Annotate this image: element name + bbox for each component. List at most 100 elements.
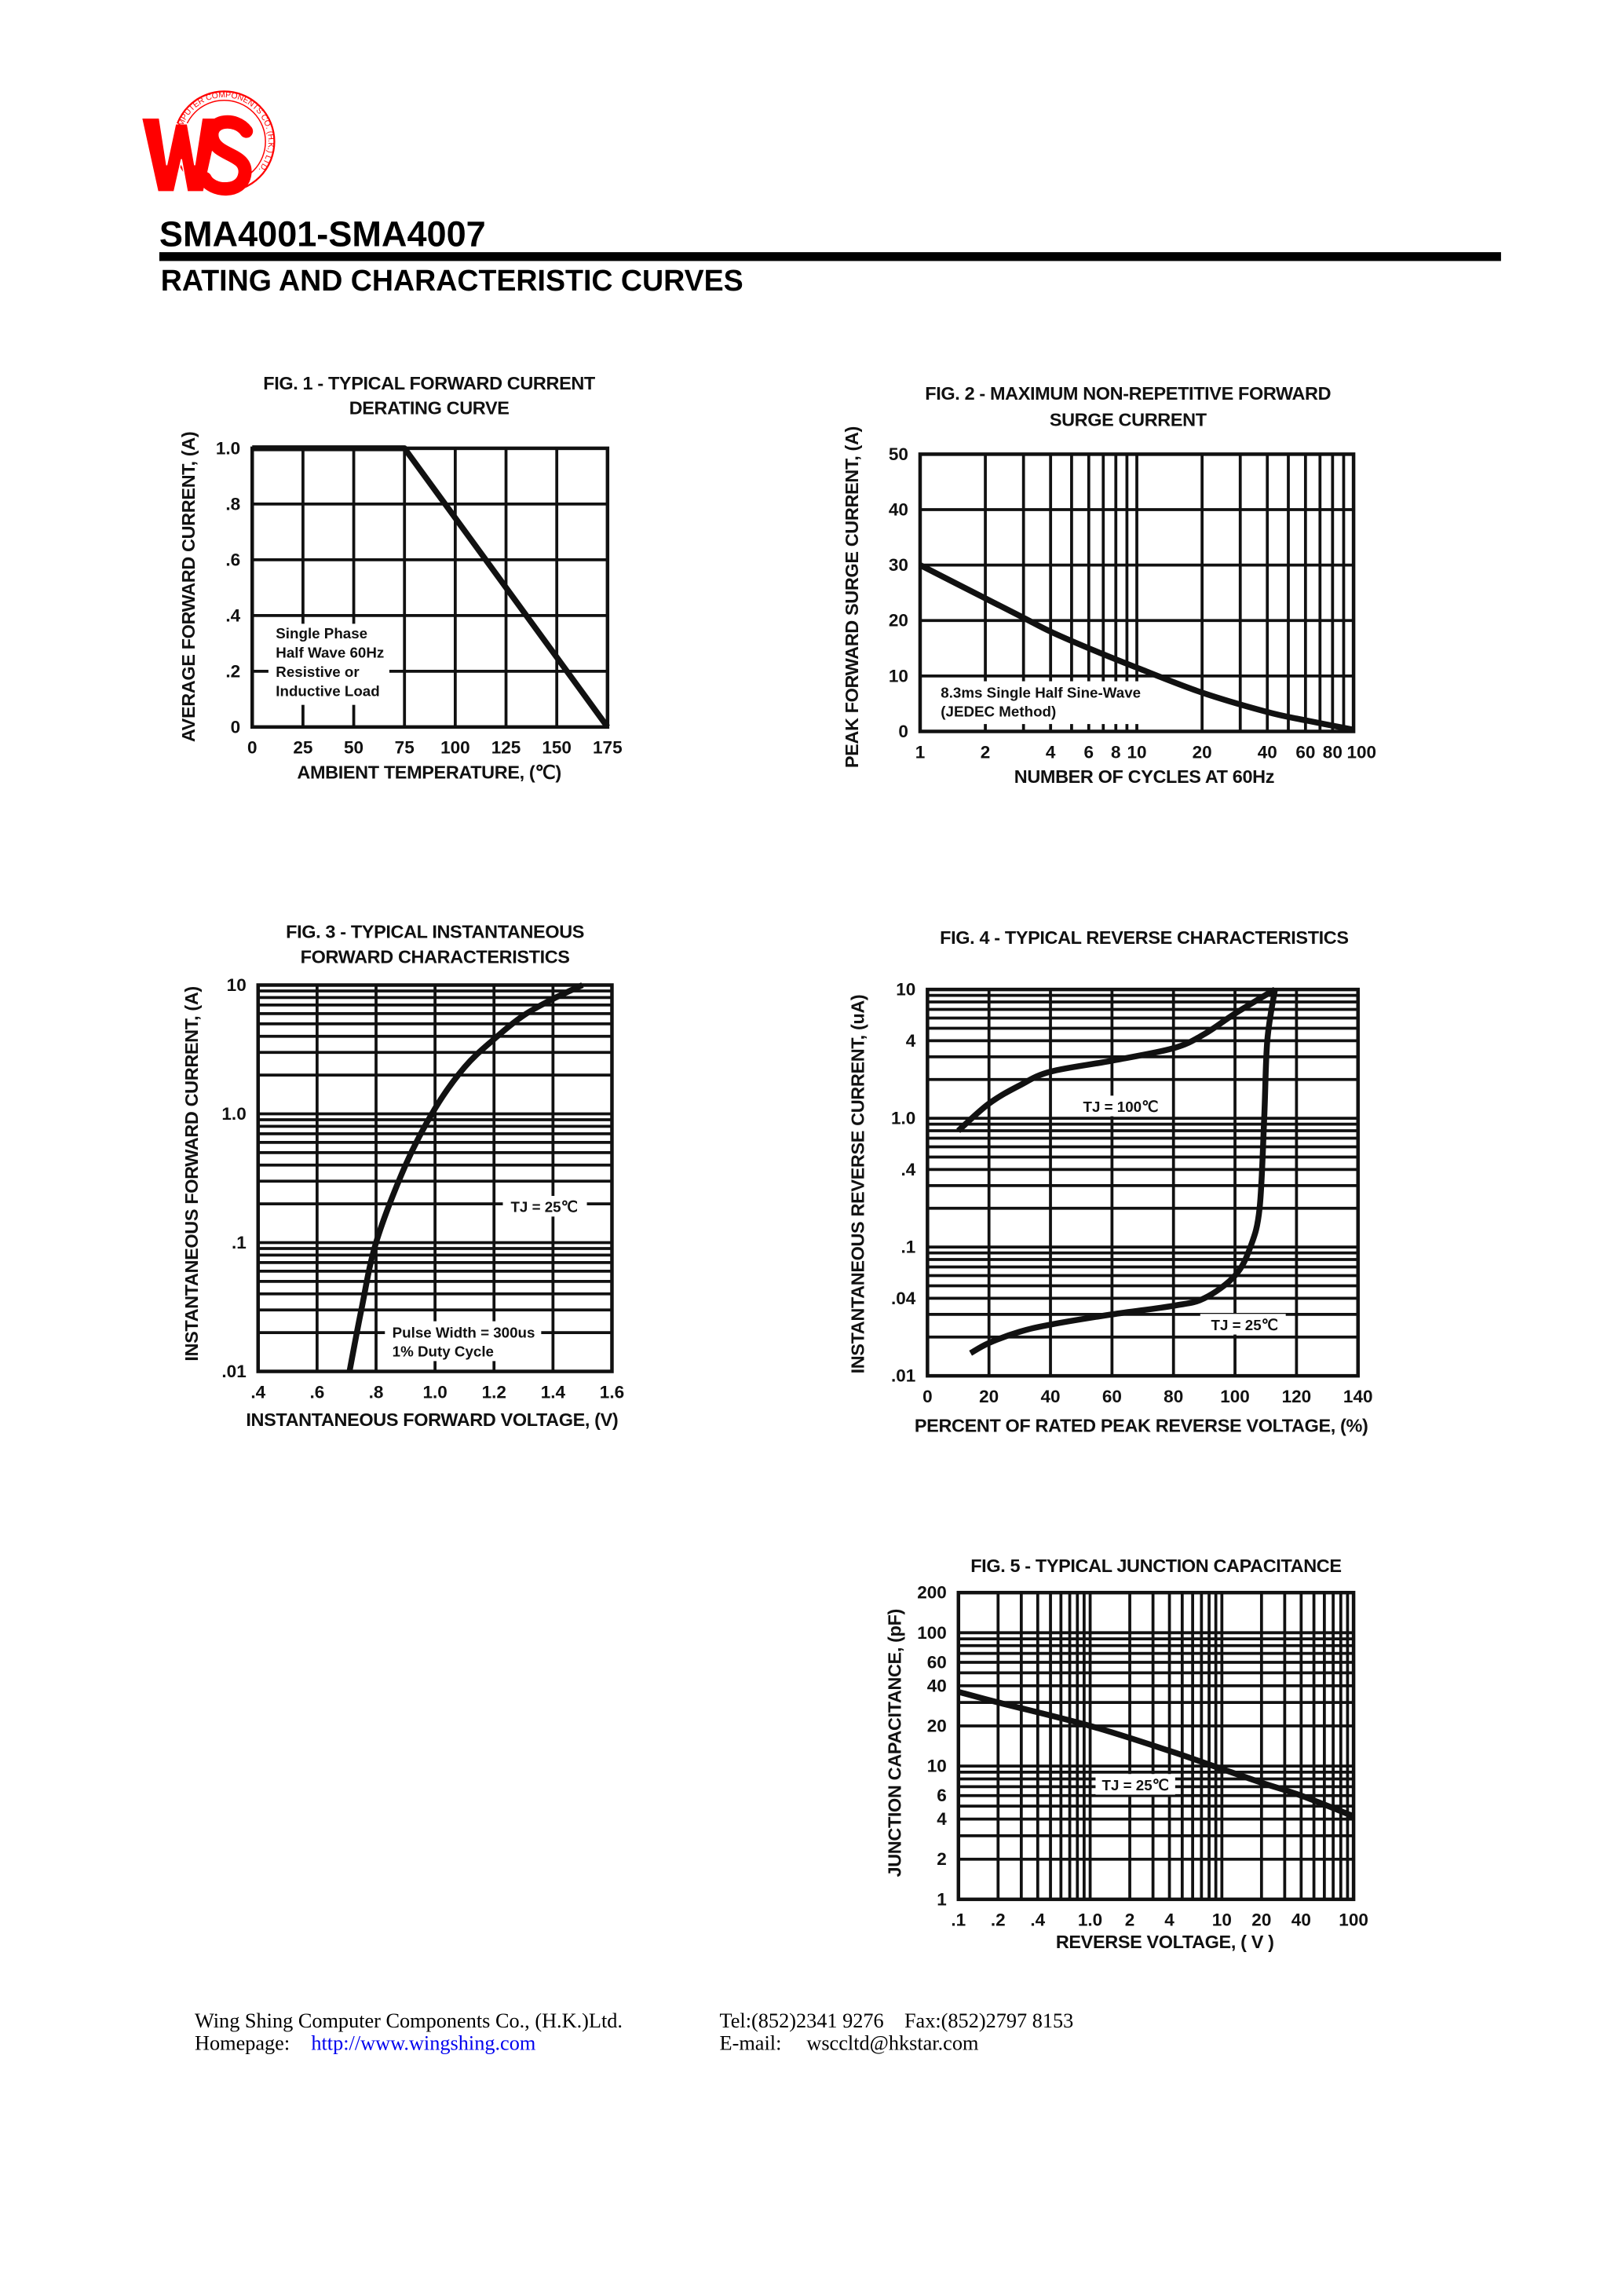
chart-annotation: 1% Duty Cycle <box>393 1344 494 1360</box>
y-tick-label: 1 <box>937 1889 947 1909</box>
plot-frame <box>256 983 614 1373</box>
chart-title: FIG. 1 - TYPICAL FORWARD CURRENT <box>263 373 596 393</box>
x-tick-label: .8 <box>369 1382 384 1402</box>
series-curve-1 <box>956 986 1277 1133</box>
annotation-background <box>1095 1774 1175 1795</box>
x-tick-label: 6 <box>1084 742 1094 762</box>
page-subtitle: RATING AND CHARACTERISTIC CURVES <box>161 264 743 297</box>
y-tick-label: 20 <box>889 611 908 631</box>
chart-fig-5: FIG. 5 - TYPICAL JUNCTION CAPACITANCE TJ … <box>885 1556 1368 1952</box>
x-tick-label: .4 <box>250 1382 265 1402</box>
x-tick-label: 4 <box>1164 1910 1174 1930</box>
x-tick-label: 8 <box>1111 742 1121 762</box>
series-curve-2 <box>969 989 1278 1356</box>
chart-annotation: TJ = 25℃ <box>510 1199 577 1216</box>
y-tick-label: 200 <box>917 1583 947 1603</box>
y-tick-label: .4 <box>901 1160 916 1179</box>
x-tick-label: 100 <box>1346 742 1376 762</box>
chart-title: DERATING CURVE <box>349 398 510 419</box>
annotation-background <box>385 1321 542 1362</box>
y-axis-label: AVERAGE FORWARD CURRENT, (A) <box>178 432 199 742</box>
x-tick-label: 60 <box>1102 1387 1122 1406</box>
chart-title: FORWARD CHARACTERISTICS <box>301 946 570 967</box>
y-tick-label: .6 <box>225 550 240 569</box>
x-tick-label: 80 <box>1164 1387 1183 1406</box>
email-address: wsccltd@hkstar.com <box>806 2031 979 2054</box>
x-tick-label: 150 <box>542 738 572 758</box>
chart-annotation: TJ = 25℃ <box>1102 1777 1169 1793</box>
annotation-background <box>933 681 1143 725</box>
chart-annotation: Single Phase <box>276 625 367 642</box>
chart-title: FIG. 4 - TYPICAL REVERSE CHARACTERISTICS <box>940 927 1348 948</box>
x-tick-label: .1 <box>951 1910 966 1930</box>
x-tick-label: 0 <box>247 738 258 758</box>
plot-frame <box>250 446 610 729</box>
y-tick-label: 10 <box>927 1757 947 1776</box>
chart-annotation: (JEDEC Method) <box>941 704 1056 720</box>
series-curve-1 <box>252 445 610 729</box>
y-tick-label: 10 <box>889 666 908 686</box>
company-logo: COMPUTER COMPONENTS CO. (H.K.) LTD. <box>141 90 276 196</box>
y-tick-label: .4 <box>225 605 240 625</box>
x-tick-label: 1.6 <box>600 1382 624 1402</box>
chart-annotation: TJ = 100℃ <box>1083 1099 1159 1115</box>
x-axis-label: REVERSE VOLTAGE, ( V ) <box>1056 1932 1274 1952</box>
y-tick-label: 40 <box>889 500 908 520</box>
header-rule <box>159 252 1501 261</box>
x-tick-label: 1.2 <box>482 1382 506 1402</box>
y-tick-label: 30 <box>889 555 908 575</box>
annotation-background <box>502 1196 587 1217</box>
homepage-link[interactable]: http://www.wingshing.com <box>311 2031 535 2054</box>
chart-annotation: Inductive Load <box>276 682 379 699</box>
x-tick-label: 100 <box>1220 1387 1250 1406</box>
y-tick-label: 1.0 <box>216 438 240 458</box>
chart-title: FIG. 2 - MAXIMUM NON-REPETITIVE FORWARD <box>925 383 1331 404</box>
x-tick-label: 50 <box>344 738 363 758</box>
x-axis-label: NUMBER OF CYCLES AT 60Hz <box>1014 766 1274 787</box>
y-tick-label: 10 <box>227 975 247 995</box>
plot-frame <box>956 1590 1356 1902</box>
y-tick-label: 100 <box>917 1623 947 1643</box>
annotation-background <box>1200 1314 1286 1335</box>
x-tick-label: 75 <box>395 738 415 758</box>
chart-annotation: Resistive or <box>276 664 360 680</box>
x-tick-label: .2 <box>991 1910 1006 1930</box>
x-tick-label: 125 <box>491 738 521 758</box>
y-tick-label: 0 <box>898 722 908 741</box>
y-tick-label: 0 <box>231 717 241 737</box>
charts: FIG. 1 - TYPICAL FORWARD CURRENT DERATING… <box>178 373 1376 1952</box>
company-name: Wing Shing Computer Components Co., (H.K… <box>195 2009 623 2032</box>
chart-title: FIG. 5 - TYPICAL JUNCTION CAPACITANCE <box>970 1556 1341 1576</box>
chart-title: SURGE CURRENT <box>1050 410 1207 430</box>
y-tick-label: 4 <box>906 1031 916 1051</box>
x-tick-label: 0 <box>922 1387 933 1406</box>
chart-annotation: 8.3ms Single Half Sine-Wave <box>941 684 1141 700</box>
plot-frame <box>918 452 1356 733</box>
y-tick-label: .1 <box>901 1238 916 1257</box>
x-tick-label: .4 <box>1030 1910 1045 1930</box>
x-tick-label: 2 <box>981 742 991 762</box>
y-tick-label: 60 <box>927 1652 947 1672</box>
x-tick-label: 1.0 <box>422 1382 447 1402</box>
y-tick-label: .2 <box>225 661 240 681</box>
y-axis-label: INSTANTANEOUS REVERSE CURRENT, (uA) <box>848 995 868 1374</box>
email-label: E-mail: <box>720 2031 782 2054</box>
x-tick-label: 4 <box>1046 742 1056 762</box>
x-tick-label: 120 <box>1282 1387 1312 1406</box>
y-tick-label: .01 <box>891 1366 915 1386</box>
chart-annotation: Pulse Width = 300us <box>393 1324 535 1340</box>
y-tick-label: 1.0 <box>891 1109 915 1128</box>
y-tick-label: 4 <box>937 1809 947 1829</box>
x-tick-label: 80 <box>1323 742 1343 762</box>
x-tick-label: 1.4 <box>541 1382 566 1402</box>
chart-fig-4: FIG. 4 - TYPICAL REVERSE CHARACTERISTICS… <box>848 927 1373 1436</box>
x-tick-label: 20 <box>1251 1910 1271 1930</box>
x-tick-label: 175 <box>593 738 623 758</box>
y-tick-label: 40 <box>927 1676 947 1695</box>
x-tick-label: 10 <box>1127 742 1147 762</box>
tel-fax: Tel:(852)2341 9276 Fax:(852)2797 8153 <box>720 2009 1074 2032</box>
x-tick-label: 140 <box>1343 1387 1373 1406</box>
y-tick-label: 2 <box>937 1849 947 1869</box>
series-curve-1 <box>957 1689 1355 1819</box>
